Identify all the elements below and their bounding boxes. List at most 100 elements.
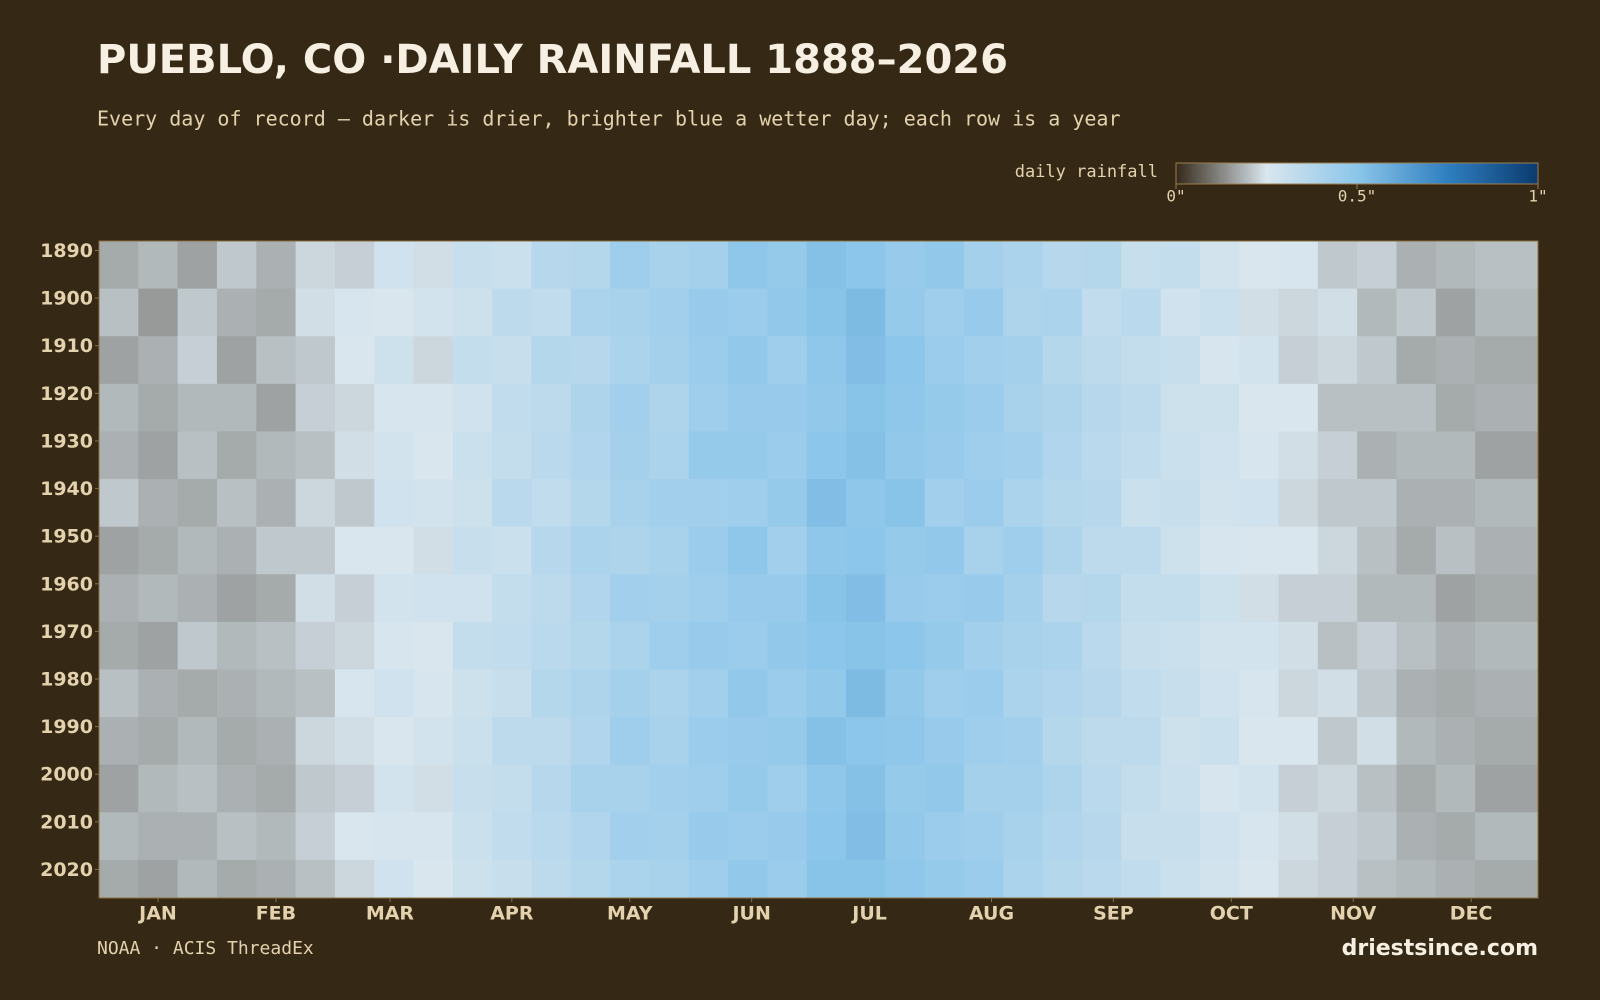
heatmap-cell [1278,717,1319,766]
heatmap-cell [1278,241,1319,290]
heatmap-cell [1435,669,1476,718]
heatmap-cell [295,669,336,718]
heatmap-cell [963,812,1004,861]
heatmap-cell [570,717,611,766]
heatmap-cell [413,336,454,385]
heatmap-cell [216,336,257,385]
heatmap-cell [688,669,729,718]
heatmap-cell [1160,717,1201,766]
heatmap-cell [1121,383,1162,432]
heatmap-cell [885,859,926,899]
heatmap-cell [492,241,532,290]
y-tick-label: 1930 [40,430,93,452]
heatmap-cell [295,859,336,899]
heatmap-cell [138,812,179,861]
heatmap-cell [649,764,690,813]
heatmap-cell [1278,621,1319,670]
y-tick-label: 1920 [40,383,93,405]
heatmap-cell [1042,859,1083,899]
heatmap-cell [531,574,572,623]
heatmap-cell [1239,764,1280,813]
heatmap-cell [688,526,729,575]
heatmap-cell [924,669,965,718]
heatmap-cell [924,859,965,899]
heatmap-cell [452,431,493,480]
heatmap-cell [1239,717,1280,766]
x-tick-label: AUG [969,903,1014,925]
heatmap-cell [1239,383,1280,432]
heatmap-cell [806,288,847,337]
heatmap-cell [1239,479,1280,528]
heatmap-cell [492,336,532,385]
heatmap-cell [1199,479,1240,528]
heatmap-cell [374,812,415,861]
heatmap-cell [1003,241,1044,290]
heatmap-cell [413,288,454,337]
heatmap-cell [138,621,179,670]
heatmap-cell [295,812,336,861]
heatmap-cell [1475,383,1539,432]
heatmap-cell [1199,812,1240,861]
heatmap-cell [963,669,1004,718]
heatmap-cell [1199,383,1240,432]
heatmap-cell [492,574,532,623]
heatmap-cell [1121,526,1162,575]
heatmap-cell [177,288,218,337]
heatmap-cell [1435,717,1476,766]
heatmap-cell [295,574,336,623]
heatmap-cell [1042,479,1083,528]
heatmap-cell [688,764,729,813]
heatmap-cell [1042,669,1083,718]
heatmap-cell [963,574,1004,623]
heatmap-cell [767,574,808,623]
heatmap-cell [1278,764,1319,813]
heatmap-cell [610,336,650,385]
subtitle: Every day of record — darker is drier, b… [97,107,1121,131]
heatmap-cell [688,431,729,480]
heatmap-cell [846,431,886,480]
heatmap-cell [924,431,965,480]
heatmap-cell [1278,812,1319,861]
heatmap-cell [295,431,336,480]
heatmap-cell [885,479,926,528]
heatmap-cell [1396,574,1437,623]
heatmap-cell [846,812,886,861]
y-tick-label: 2020 [40,859,93,881]
heatmap-cell [1357,717,1397,766]
heatmap-cell [1081,669,1122,718]
heatmap-cell [806,717,847,766]
heatmap-cell [1317,431,1358,480]
y-tick-label: 1910 [40,335,93,357]
heatmap-cell [256,241,297,290]
heatmap-cell [924,526,965,575]
site-name[interactable]: driestsince.com [1342,936,1538,961]
heatmap-cell [1475,431,1539,480]
heatmap-cell [924,479,965,528]
heatmap-cell [1239,431,1280,480]
heatmap-cell [413,812,454,861]
heatmap-cell [1239,859,1280,899]
heatmap-cell [688,621,729,670]
heatmap-cell [256,526,297,575]
heatmap-cell [452,669,493,718]
heatmap-cell [1357,526,1397,575]
heatmap-cell [177,526,218,575]
heatmap-cell [1475,526,1539,575]
heatmap-cell [885,288,926,337]
heatmap-cell [1396,859,1437,899]
heatmap-cell [216,526,257,575]
heatmap-cell [334,526,375,575]
heatmap-cell [1317,526,1358,575]
heatmap-cell [1199,621,1240,670]
heatmap-cell [1003,669,1044,718]
heatmap-cell [99,479,139,528]
heatmap-cell [1160,764,1201,813]
heatmap-cell [216,574,257,623]
heatmap-cell [610,764,650,813]
heatmap-cell [688,717,729,766]
heatmap-cell [610,574,650,623]
heatmap-cell [767,241,808,290]
heatmap-cell [413,669,454,718]
heatmap-cell [570,336,611,385]
heatmap-cell [452,241,493,290]
